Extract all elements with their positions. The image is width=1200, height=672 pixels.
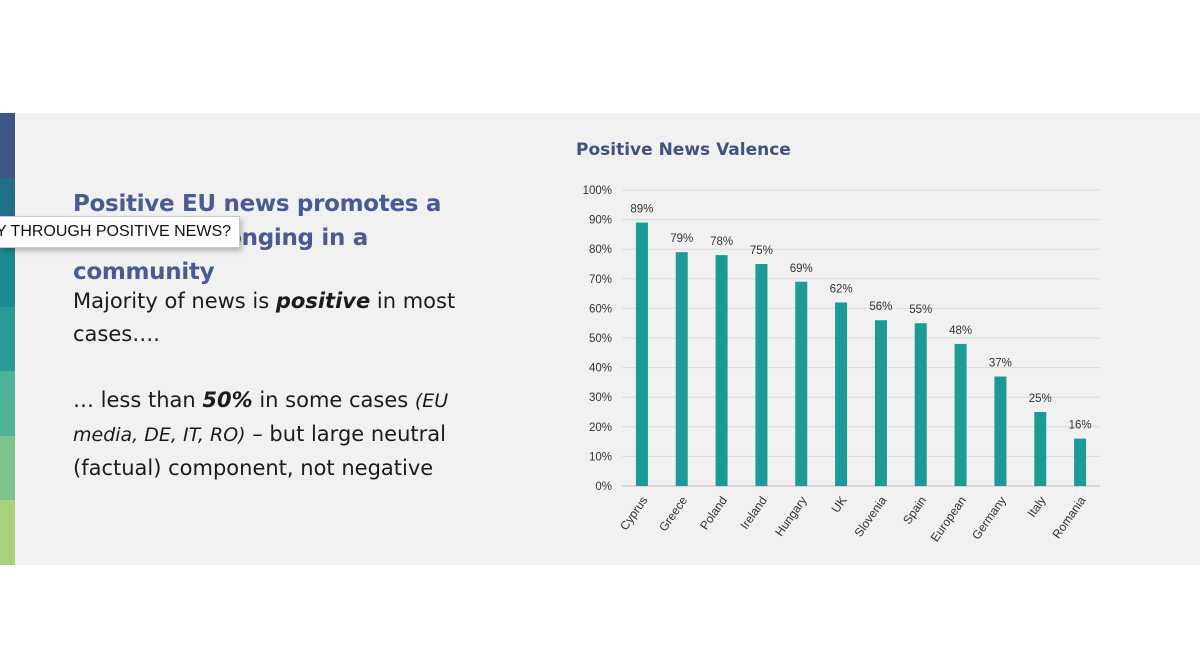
x-tick-label: Romania <box>1050 493 1089 541</box>
chart-title: Positive News Valence <box>576 140 791 160</box>
x-tick-label: Ireland <box>737 494 770 532</box>
x-tick-label: UK <box>829 494 850 516</box>
bar <box>914 323 927 486</box>
bar <box>874 320 887 486</box>
side-band-segment <box>0 113 15 179</box>
x-tick-label: Hungary <box>772 494 809 539</box>
body-paragraph-1: Majority of news is positive in most cas… <box>73 285 493 351</box>
x-tick-label: European <box>928 494 969 545</box>
data-label: 16% <box>1069 420 1092 432</box>
hover-tooltip: Y THROUGH POSITIVE NEWS? <box>0 216 241 248</box>
bar <box>1034 412 1047 486</box>
y-tick-label: 70% <box>589 274 612 286</box>
bar <box>795 281 808 486</box>
data-label: 25% <box>1029 393 1052 405</box>
y-tick-label: 60% <box>589 303 612 315</box>
body-emphasis-50: 50% <box>202 388 253 412</box>
body-italic-examples: (EU media, DE, IT, RO) <box>73 390 449 446</box>
x-tick-label: Germany <box>969 494 1009 542</box>
data-label: 69% <box>790 263 813 275</box>
side-band-segment <box>0 371 15 437</box>
x-tick-label: Cyprus <box>617 494 650 533</box>
data-label: 37% <box>989 357 1012 369</box>
data-label: 89% <box>630 204 653 216</box>
bar <box>954 343 967 486</box>
data-label: 78% <box>710 236 733 248</box>
side-band-segment <box>0 242 15 308</box>
bar <box>835 302 848 486</box>
bar <box>755 264 768 486</box>
data-label: 48% <box>949 325 972 337</box>
data-label: 56% <box>869 301 892 313</box>
y-tick-label: 40% <box>589 363 612 375</box>
bar <box>715 255 728 486</box>
body-text-2b: in some cases <box>252 388 415 412</box>
body-text: Majority of news is positive in most cas… <box>73 285 493 485</box>
data-label: 62% <box>830 283 853 295</box>
side-band-segment <box>0 435 15 502</box>
slide: Positive EU news promotes a sense of bel… <box>0 113 1200 565</box>
y-tick-label: 30% <box>589 392 612 404</box>
x-tick-label: Greece <box>656 493 690 534</box>
body-emphasis-positive: positive <box>275 289 371 313</box>
y-tick-label: 80% <box>589 244 612 256</box>
bar <box>994 376 1007 486</box>
side-color-band <box>0 113 15 565</box>
y-tick-label: 90% <box>589 215 612 227</box>
y-tick-label: 0% <box>595 481 612 493</box>
x-tick-label: Slovenia <box>852 493 890 539</box>
y-tick-label: 100% <box>583 185 612 197</box>
x-tick-label: Italy <box>1025 494 1049 520</box>
data-label: 75% <box>750 245 773 257</box>
y-tick-label: 20% <box>589 422 612 434</box>
body-text-2a: … less than <box>73 388 203 412</box>
side-band-segment <box>0 306 15 373</box>
bar <box>635 222 648 486</box>
body-text-1b: in most cases…. <box>73 289 456 346</box>
bar <box>675 252 688 486</box>
bar-chart: 0% 10% 20% 30% 40% 50% 60% 70% 80% 90% 100% 89% Cypr… <box>583 185 1100 545</box>
x-tick-label: Poland <box>697 494 730 533</box>
body-paragraph-2: … less than 50% in some cases (EU media,… <box>73 384 493 485</box>
y-tick-label: 50% <box>589 333 612 345</box>
bar <box>1074 438 1087 486</box>
body-text-1a: Majority of news is <box>73 289 276 313</box>
tooltip-text: Y THROUGH POSITIVE NEWS? <box>0 223 232 240</box>
side-band-segment <box>0 500 15 565</box>
y-tick-label: 10% <box>589 451 612 463</box>
body-text-2c: – but large neutral (factual) component,… <box>73 422 446 480</box>
data-label: 55% <box>909 304 932 316</box>
data-label: 79% <box>670 233 693 245</box>
x-tick-label: Spain <box>900 494 929 527</box>
